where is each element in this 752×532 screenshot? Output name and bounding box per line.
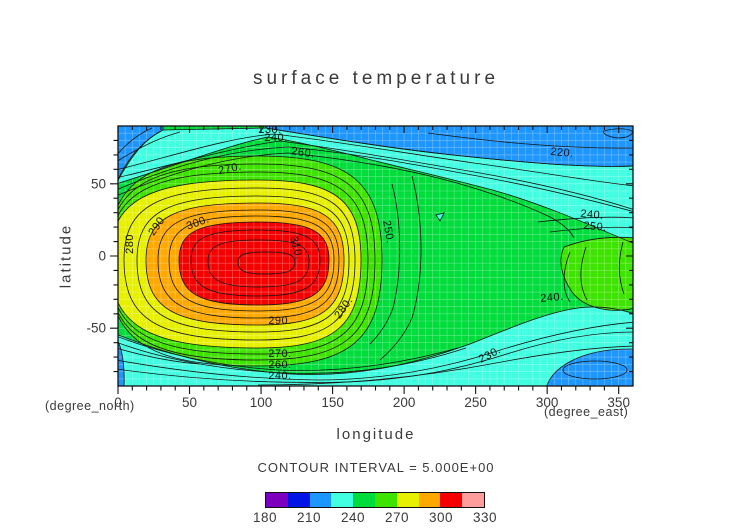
contour-plot: 230.240.260.270.300.290.280 310.250.220.2… — [86, 124, 634, 410]
contour-line — [118, 133, 633, 187]
contour-295 — [168, 215, 335, 312]
x-tick-label: 250 — [464, 395, 487, 410]
contour-255 — [118, 155, 383, 367]
contour-label: 230. — [258, 124, 281, 136]
fill-region-1 — [266, 126, 633, 167]
contour-line — [118, 342, 467, 374]
contour-285 — [145, 202, 345, 326]
colorbar-cell — [418, 493, 441, 507]
contour-line — [549, 226, 633, 233]
contour-label: 260. — [268, 359, 291, 371]
colorbar-tick-label: 300 — [428, 510, 454, 525]
chart-title: surface temperature — [252, 68, 500, 89]
contour-label: 240. — [268, 370, 291, 382]
contour-265 — [118, 171, 369, 355]
colorbar-cell — [374, 493, 397, 507]
contour-line — [118, 321, 633, 381]
contour-310 — [207, 239, 310, 288]
contour-300 — [178, 221, 330, 306]
colorbar-cell — [440, 493, 463, 507]
colorbar-tick-label: 330 — [472, 510, 498, 525]
fill-region-3 — [118, 306, 633, 386]
contour-290 — [157, 209, 340, 319]
x-tick-label: 0 — [114, 395, 122, 410]
colorbar-cell — [287, 493, 310, 507]
contour-260 — [118, 163, 376, 361]
colorbar-cell — [309, 493, 332, 507]
fill-region-4 — [560, 237, 633, 311]
y-axis-unit: (degree_north) — [45, 399, 135, 413]
contour-line — [118, 146, 633, 212]
contour-speck — [435, 212, 445, 222]
contour-line — [118, 152, 575, 239]
contour-label: 270. — [268, 348, 291, 360]
contour-label: 240. — [264, 132, 287, 144]
y-axis-label: latitude — [57, 223, 75, 289]
fill-region-2 — [118, 128, 633, 244]
plot-area: 230.240.260.270.300.290.280 310.250.220.2… — [118, 124, 633, 386]
x-tick-label: 100 — [250, 395, 273, 410]
y-tick-label: -50 — [86, 321, 106, 336]
contour-280 — [136, 195, 350, 333]
contour-label: 240. — [580, 208, 604, 222]
contour-label: 310. — [287, 235, 305, 261]
contour-line — [257, 345, 633, 386]
x-tick-label: 350 — [607, 395, 630, 410]
colorbar-tick-label: 270 — [384, 510, 410, 525]
y-tick-label: 0 — [98, 249, 106, 264]
colorbar-cell — [396, 493, 419, 507]
x-tick-label: 50 — [182, 395, 197, 410]
colorbar-cell — [353, 493, 375, 507]
contour-line — [118, 131, 181, 162]
contour-label: 260. — [291, 145, 316, 160]
contour-line — [118, 336, 459, 371]
colorbar-tick-label: 180 — [252, 510, 278, 525]
fill-region-0 — [118, 126, 163, 180]
graticule — [118, 126, 633, 386]
contour-275 — [123, 187, 356, 341]
contour-line — [118, 140, 633, 210]
colorbar-tick-label: 210 — [296, 510, 322, 525]
contour-305 — [190, 229, 321, 297]
x-tick-label: 200 — [393, 395, 416, 410]
contour-label: 280 — [124, 234, 136, 254]
contour-label: 270. — [217, 161, 242, 178]
x-tick-label: 300 — [536, 395, 559, 410]
colorbar — [265, 492, 485, 508]
contour-closed-low — [562, 360, 628, 380]
contour-label: 250. — [380, 219, 396, 244]
fill-region-5 — [546, 349, 633, 386]
x-tick-label: 150 — [321, 395, 344, 410]
contour-270 — [118, 179, 362, 349]
contour-line — [603, 128, 633, 139]
colorbar-cell — [331, 493, 354, 507]
contour-label: 250. — [583, 220, 607, 234]
contour-line — [618, 241, 625, 295]
colorbar-cell — [266, 493, 288, 507]
contour-line — [563, 251, 571, 303]
y-tick-label: 50 — [91, 176, 106, 191]
x-axis-label: longitude — [336, 426, 416, 443]
contour-line — [118, 348, 201, 365]
fill-region-6 — [118, 341, 125, 386]
colorbar-tick-label: 240 — [340, 510, 366, 525]
contour-label: 290. — [268, 315, 291, 327]
axis-ticks — [110, 126, 633, 394]
contour-interval-note: CONTOUR INTERVAL = 5.000E+00 — [257, 460, 495, 475]
contour-315 — [237, 251, 296, 275]
contour-label: 220. — [550, 146, 574, 160]
colorbar-cell — [462, 493, 484, 507]
contour-line — [427, 132, 633, 149]
contour-line — [369, 183, 401, 345]
contour-line — [580, 246, 588, 301]
contour-label: 240. — [540, 291, 564, 305]
contour-line — [537, 216, 633, 223]
x-axis-unit: (degree_east) — [544, 405, 629, 419]
contour-line — [379, 175, 422, 361]
